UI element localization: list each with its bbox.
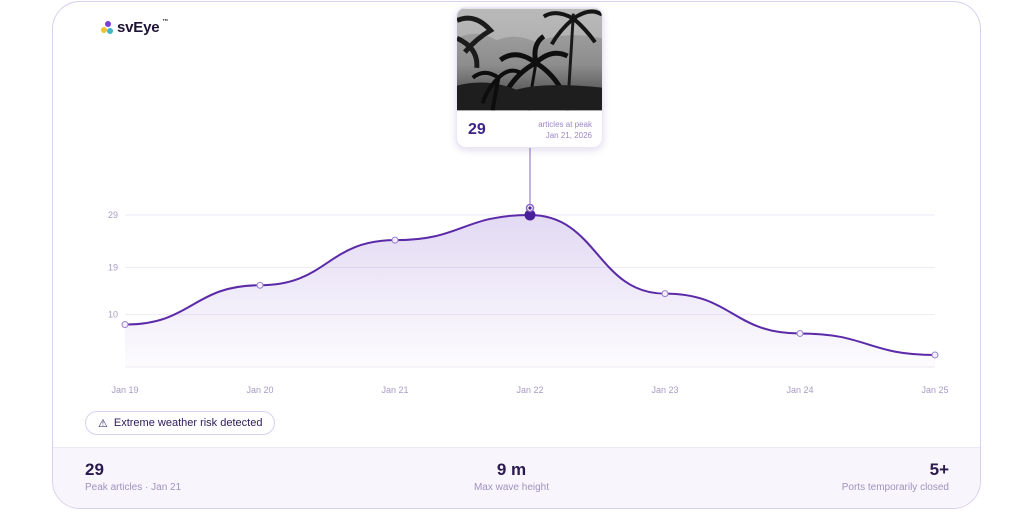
y-tick-label: 10 <box>108 310 118 320</box>
storm-palm-trees-photo <box>457 8 602 111</box>
peak-data-point[interactable] <box>524 209 536 221</box>
brand-trademark: ™ <box>162 18 169 25</box>
x-tick-label: Jan 19 <box>111 385 138 395</box>
stat-wave-height-value: 9 m <box>496 460 527 479</box>
tooltip-meta: articles at peak Jan 21, 2026 <box>538 119 592 141</box>
brand-logo: svEye ™ <box>101 19 168 36</box>
x-tick-label: Jan 20 <box>246 385 273 395</box>
alert-text: Extreme weather risk detected <box>113 417 263 429</box>
x-tick-label: Jan 22 <box>516 385 543 395</box>
y-tick-label: 29 <box>108 210 118 220</box>
x-tick-label: Jan 23 <box>651 385 678 395</box>
tooltip-article-count: 29 <box>468 121 486 138</box>
stat-ports-closed-value: 5+ <box>929 460 949 479</box>
data-point[interactable] <box>121 321 129 329</box>
peak-marker-dot <box>528 206 532 210</box>
data-point[interactable] <box>256 281 264 289</box>
news-spike-card: svEye ™ 10 19 29 Jan 19 Jan 20 Jan 21 Jan 22 J… <box>52 1 981 509</box>
x-tick-label: Jan 21 <box>381 385 408 395</box>
stat-peak-articles-value: 29 <box>85 460 104 479</box>
stat-wave-height-label: Max wave height <box>473 482 550 493</box>
y-tick-label: 19 <box>108 262 118 272</box>
stat-peak-articles-label: Peak articles · Jan 21 <box>85 482 182 493</box>
data-point[interactable] <box>391 236 399 244</box>
brand-name: svEye <box>117 19 160 36</box>
x-tick-label: Jan 25 <box>921 385 948 395</box>
brand-mark-icon <box>101 20 114 35</box>
peak-tooltip: 29 articles at peak Jan 21, 2026 <box>456 7 603 148</box>
stats-footer: 29 Peak articles · Jan 21 9 m Max wave h… <box>53 447 980 508</box>
weather-alert-badge[interactable]: ⚠ Extreme weather risk detected <box>85 411 276 435</box>
chart-area-fill <box>125 215 935 367</box>
x-tick-label: Jan 24 <box>786 385 813 395</box>
data-point[interactable] <box>661 290 669 298</box>
data-point[interactable] <box>931 351 939 359</box>
stat-ports-closed-label: Ports temporarily closed <box>841 482 949 493</box>
warning-triangle-icon: ⚠ <box>98 417 108 430</box>
article-volume-chart: 10 19 29 Jan 19 Jan 20 Jan 21 Jan 22 Jan 23 Jan… <box>108 148 949 395</box>
data-point[interactable] <box>796 329 804 337</box>
tooltip-date: Jan 21, 2026 <box>545 131 592 140</box>
tooltip-label: articles at peak <box>538 120 592 129</box>
